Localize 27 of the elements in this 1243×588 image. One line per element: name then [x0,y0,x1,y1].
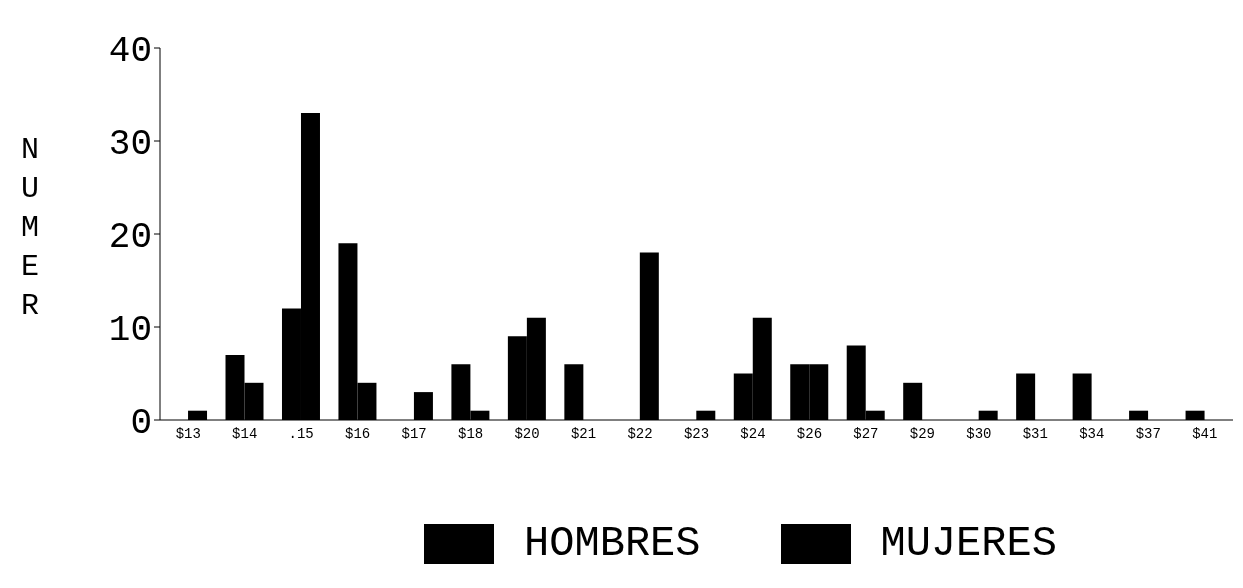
x-tick-label: $31 [1022,425,1048,442]
y-axis-title: NUMER [20,133,40,323]
x-tick-label: $13 [175,425,201,442]
x-tick-label: .15 [288,425,314,442]
x-tick-label: $24 [740,425,766,442]
x-tick-label: $29 [909,425,935,442]
x-tick-label: $18 [458,425,484,442]
y-tick-label: 30 [108,123,152,165]
x-tick-label: $22 [627,425,653,442]
x-tick-label: $16 [345,425,371,442]
x-tick-label: $14 [232,425,258,442]
y-tick-label: 10 [108,309,152,351]
x-tick-label: $37 [1135,425,1161,442]
x-tick-label: $27 [853,425,879,442]
x-tick-label: $21 [570,425,597,442]
y-tick-label: 20 [108,216,152,258]
x-tick-label: $41 [1192,425,1218,442]
legend-label: HOMBRES [524,520,701,568]
y-tick-label: 0 [130,402,152,444]
y-tick-label: 40 [108,30,152,72]
x-tick-label: $23 [683,425,710,442]
x-tick-label: $34 [1079,425,1105,442]
x-tick-label: $30 [966,425,992,442]
x-tick-label: $20 [514,425,540,442]
legend-label: MUJERES [880,520,1057,568]
x-tick-label: $17 [401,425,427,442]
x-tick-label: $26 [796,425,823,442]
